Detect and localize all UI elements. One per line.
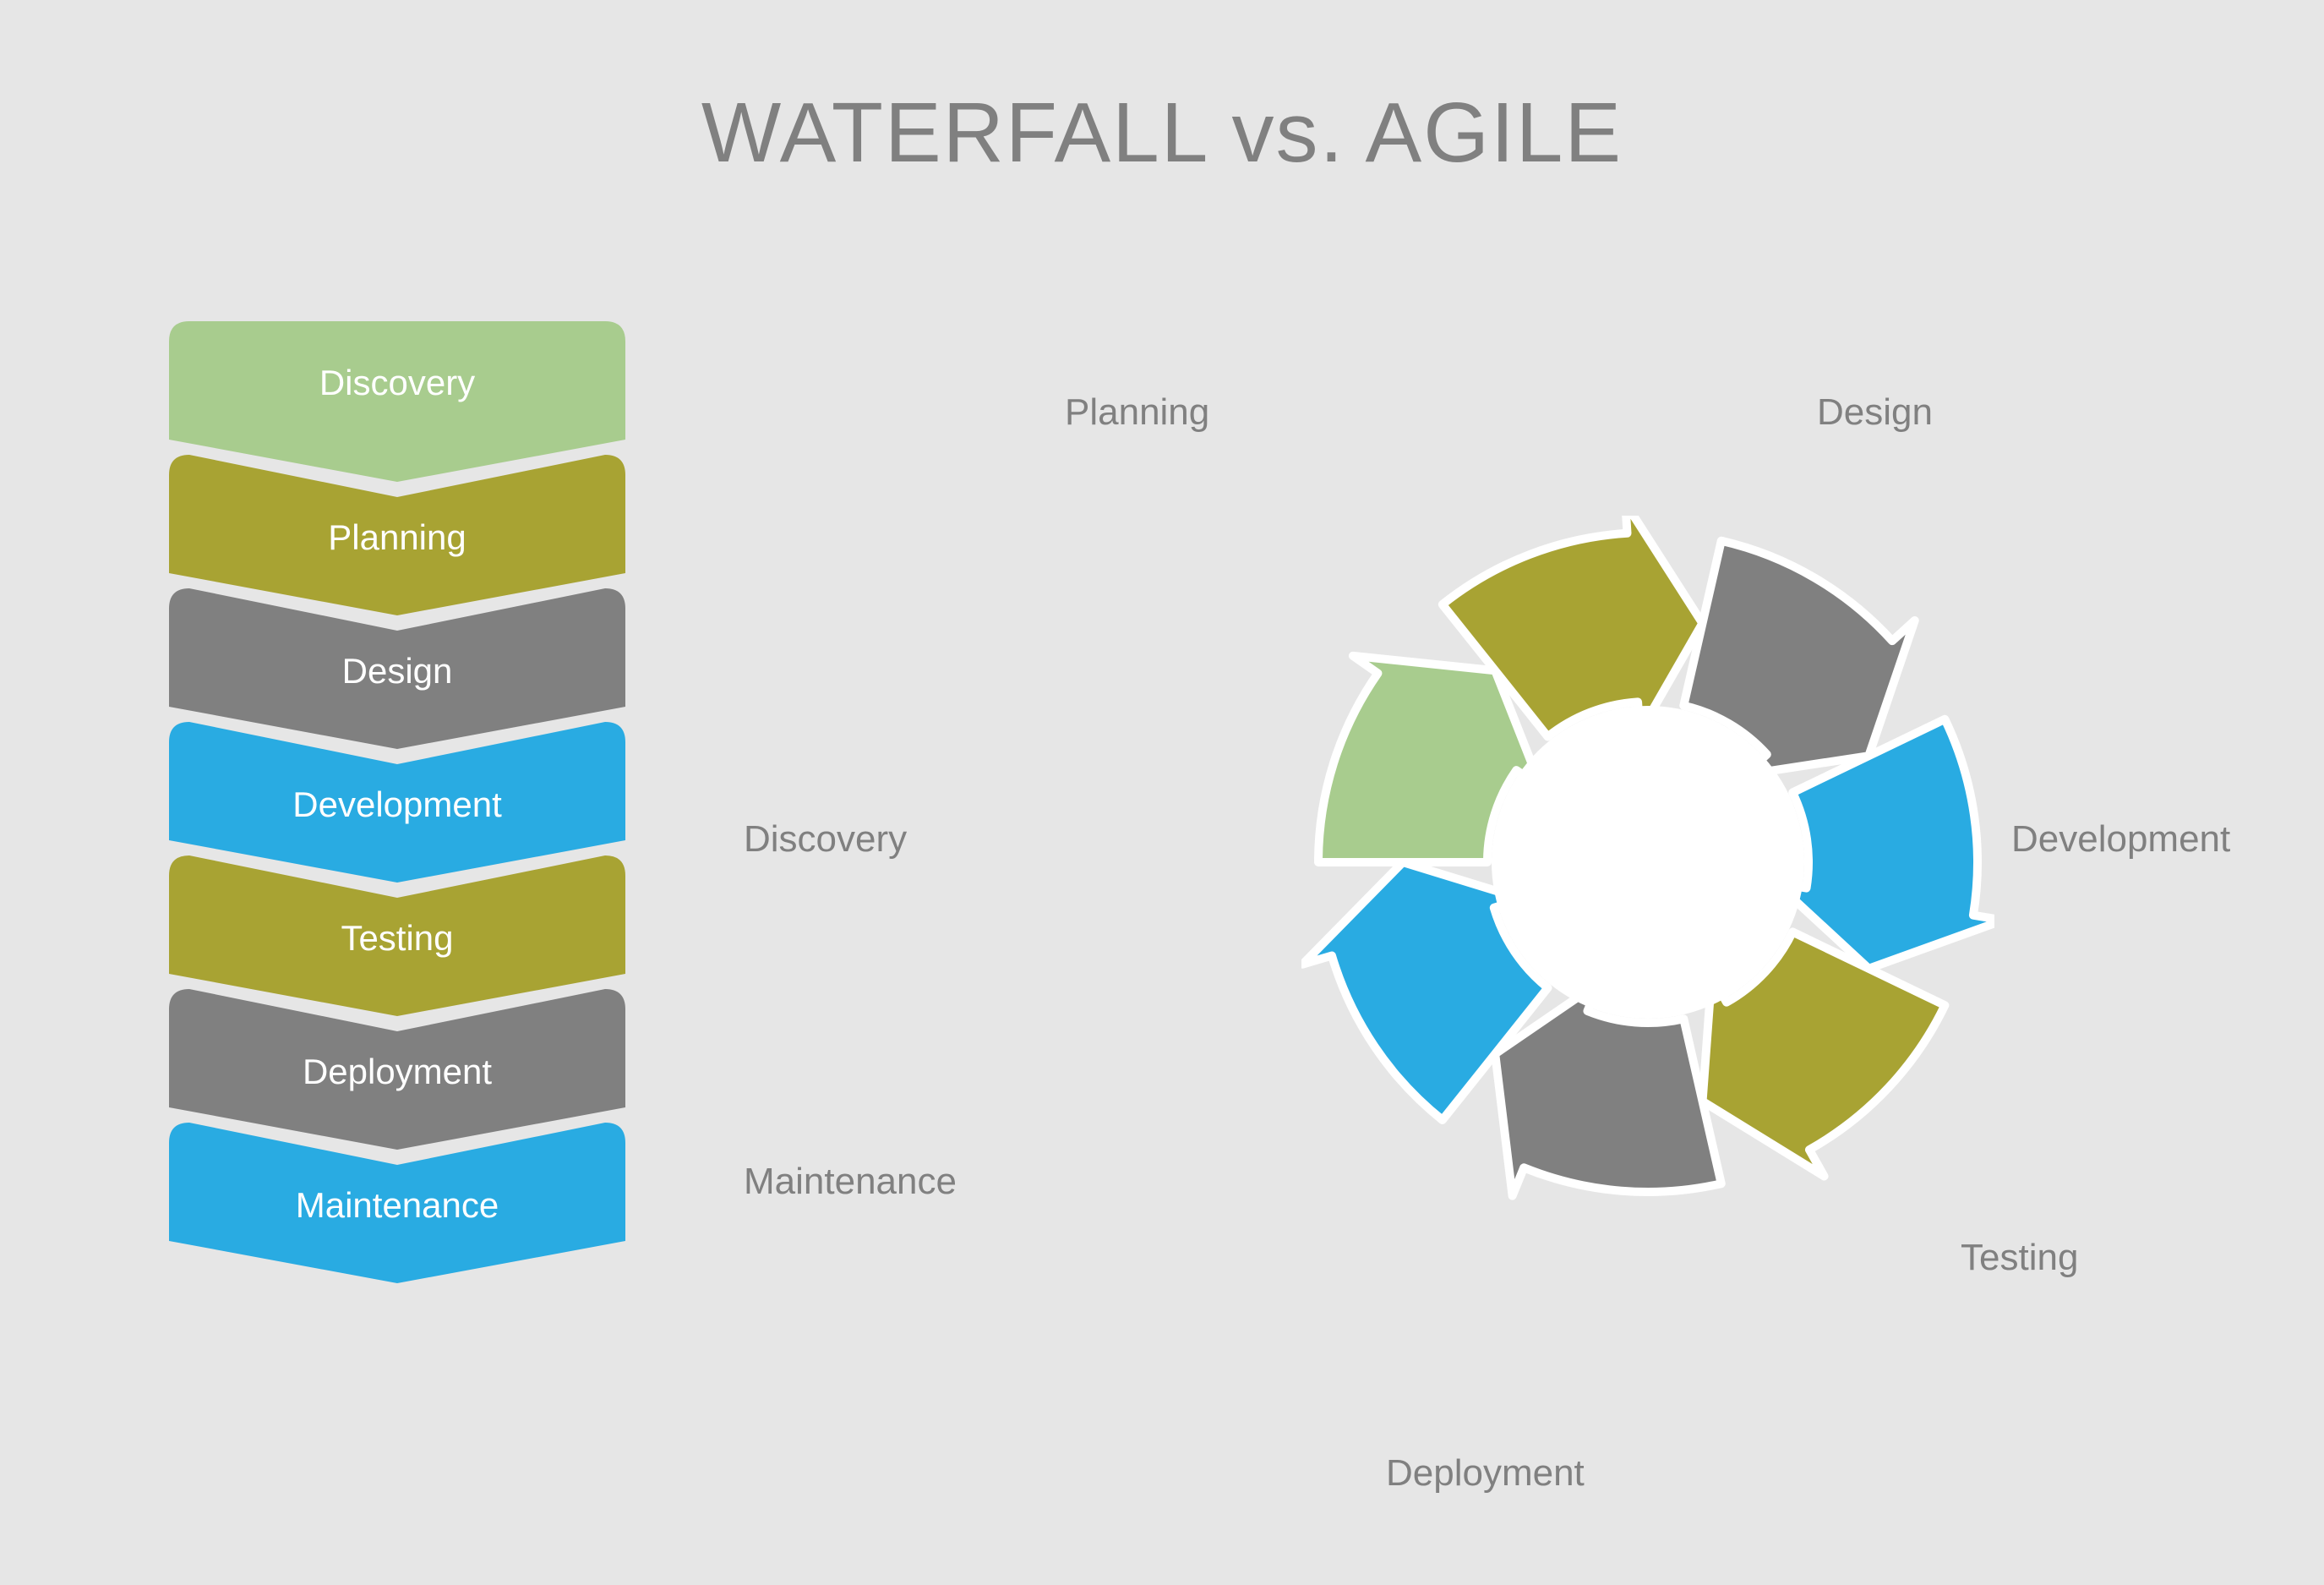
agile-segment-label: Testing xyxy=(1961,1237,2078,1279)
waterfall-stage: Maintenance xyxy=(169,1123,625,1283)
agile-segment-label: Design xyxy=(1817,391,1933,434)
waterfall-stage-label: Design xyxy=(169,651,625,691)
waterfall-stage-label: Testing xyxy=(169,918,625,959)
agile-cycle-diagram: DiscoveryPlanningDesignDevelopmentTestin… xyxy=(1056,313,2239,1412)
agile-segment-label: Development xyxy=(2011,818,2230,861)
page-title: WATERFALL vs. AGILE xyxy=(0,85,2324,182)
agile-segment-label: Maintenance xyxy=(744,1161,957,1203)
agile-segment-label: Discovery xyxy=(744,818,907,861)
agile-segment-label: Planning xyxy=(1065,391,1209,434)
agile-center-disk xyxy=(1492,706,1804,1019)
waterfall-stage-label: Planning xyxy=(169,517,625,558)
agile-segment-label: Deployment xyxy=(1386,1452,1585,1495)
waterfall-stage-label: Development xyxy=(169,784,625,825)
waterfall-diagram: Discovery Planning Design Development Testin… xyxy=(169,321,625,1283)
waterfall-stage-label: Maintenance xyxy=(169,1185,625,1226)
waterfall-stage-label: Discovery xyxy=(169,363,625,403)
waterfall-stage-label: Deployment xyxy=(169,1052,625,1092)
